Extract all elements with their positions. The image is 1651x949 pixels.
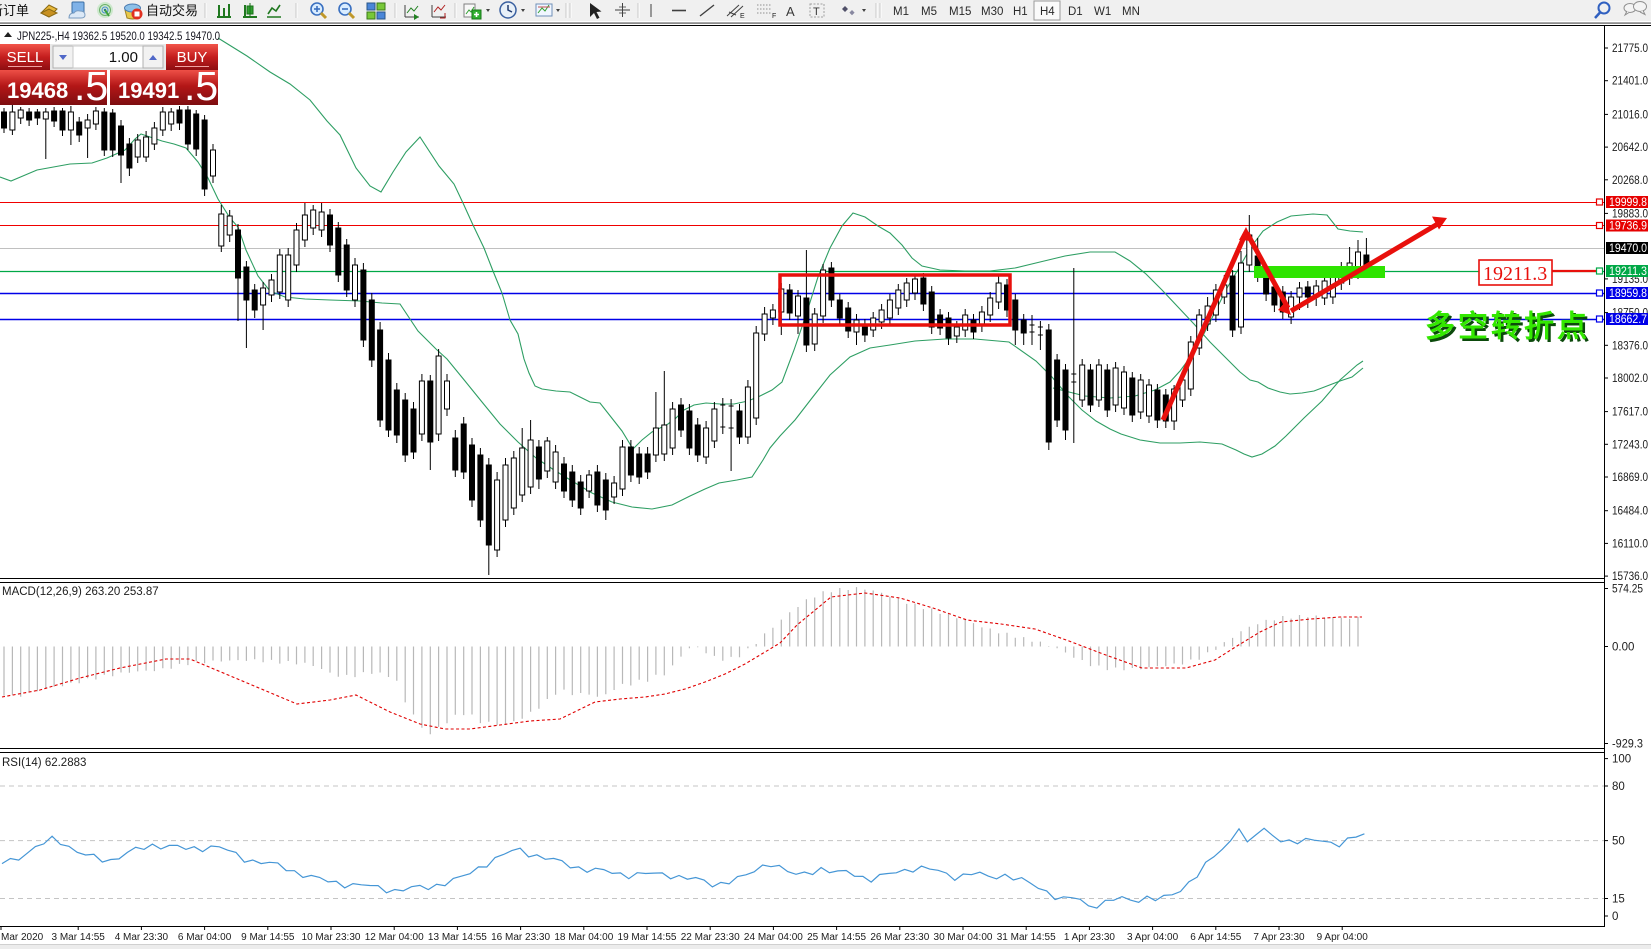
svg-text:25 Mar 14:55: 25 Mar 14:55 — [807, 932, 866, 943]
svg-text:6 Mar 04:00: 6 Mar 04:00 — [178, 932, 232, 943]
svg-text:3 Mar 14:55: 3 Mar 14:55 — [52, 932, 106, 943]
svg-text:19736.9: 19736.9 — [1609, 221, 1647, 233]
svg-text:A: A — [786, 4, 795, 19]
svg-text:D1: D1 — [1068, 6, 1083, 18]
svg-text:M30: M30 — [981, 6, 1003, 18]
svg-text:13 Mar 14:55: 13 Mar 14:55 — [428, 932, 487, 943]
svg-text:9 Apr 04:00: 9 Apr 04:00 — [1317, 932, 1369, 943]
svg-text:20642.0: 20642.0 — [1612, 142, 1648, 154]
svg-text:50: 50 — [1612, 836, 1625, 848]
svg-text:7 Apr 23:30: 7 Apr 23:30 — [1253, 932, 1305, 943]
svg-text:26 Mar 23:30: 26 Mar 23:30 — [870, 932, 929, 943]
svg-text:19 Mar 14:55: 19 Mar 14:55 — [618, 932, 677, 943]
svg-text:21775.0: 21775.0 — [1612, 43, 1648, 55]
svg-text:Mar 2020: Mar 2020 — [1, 932, 44, 943]
svg-text:15736.0: 15736.0 — [1612, 571, 1648, 583]
svg-text:H1: H1 — [1013, 6, 1028, 18]
svg-text:16869.0: 16869.0 — [1612, 472, 1648, 484]
svg-text:18 Mar 04:00: 18 Mar 04:00 — [554, 932, 613, 943]
svg-text:100: 100 — [1612, 754, 1631, 766]
svg-text:多空转折点: 多空转折点 — [1428, 313, 1593, 346]
svg-text:1 Apr 23:30: 1 Apr 23:30 — [1064, 932, 1116, 943]
svg-text:19999.8: 19999.8 — [1609, 197, 1647, 209]
svg-text:新订单: 新订单 — [0, 3, 29, 18]
svg-text:31 Mar 14:55: 31 Mar 14:55 — [997, 932, 1056, 943]
svg-text:16110.0: 16110.0 — [1612, 538, 1648, 550]
svg-text:12 Mar 04:00: 12 Mar 04:00 — [365, 932, 424, 943]
svg-text:M15: M15 — [949, 6, 971, 18]
svg-text:SELL: SELL — [7, 49, 44, 66]
svg-text:.5: .5 — [74, 63, 108, 109]
svg-text:19211.3: 19211.3 — [1609, 266, 1647, 278]
svg-text:16484.0: 16484.0 — [1612, 506, 1648, 518]
svg-text:80: 80 — [1612, 781, 1625, 793]
svg-text:JPN225-,H4 19362.5 19520.0 19: JPN225-,H4 19362.5 19520.0 19342.5 19470… — [17, 31, 220, 43]
svg-text:19491: 19491 — [118, 78, 179, 103]
svg-text:MACD(12,26,9) 263.20 253.87: MACD(12,26,9) 263.20 253.87 — [2, 586, 159, 598]
svg-text:M1: M1 — [893, 6, 909, 18]
svg-text:BUY: BUY — [177, 49, 208, 66]
svg-text:30 Mar 04:00: 30 Mar 04:00 — [934, 932, 993, 943]
svg-text:18002.0: 18002.0 — [1612, 373, 1648, 385]
svg-text:MN: MN — [1122, 6, 1140, 18]
svg-text:9 Mar 14:55: 9 Mar 14:55 — [241, 932, 295, 943]
svg-text:24 Mar 04:00: 24 Mar 04:00 — [744, 932, 803, 943]
svg-text:M5: M5 — [921, 6, 937, 18]
svg-text:17617.0: 17617.0 — [1612, 407, 1648, 419]
svg-text:多空转折点: 多空转折点 — [1425, 311, 1590, 344]
svg-text:H4: H4 — [1040, 6, 1055, 18]
svg-text:4 Mar 23:30: 4 Mar 23:30 — [115, 932, 169, 943]
svg-text:18959.8: 18959.8 — [1609, 288, 1647, 300]
svg-text:.5: .5 — [184, 63, 218, 109]
svg-text:19883.0: 19883.0 — [1612, 208, 1648, 220]
svg-text:19468: 19468 — [7, 78, 68, 103]
svg-text:19470.0: 19470.0 — [1609, 243, 1647, 255]
svg-text:1.00: 1.00 — [109, 49, 138, 66]
svg-text:15: 15 — [1612, 894, 1625, 906]
svg-text:17243.0: 17243.0 — [1612, 439, 1648, 451]
svg-text:18662.7: 18662.7 — [1609, 314, 1647, 326]
svg-text:21016.0: 21016.0 — [1612, 109, 1648, 121]
svg-text:6 Apr 14:55: 6 Apr 14:55 — [1190, 932, 1242, 943]
svg-text:0.00: 0.00 — [1612, 642, 1634, 654]
svg-text:22 Mar 23:30: 22 Mar 23:30 — [681, 932, 740, 943]
svg-text:E: E — [740, 13, 745, 20]
svg-text:自动交易: 自动交易 — [146, 3, 198, 18]
svg-text:19211.3: 19211.3 — [1483, 263, 1547, 285]
svg-text:-929.3: -929.3 — [1612, 739, 1643, 751]
svg-text:10 Mar 23:30: 10 Mar 23:30 — [302, 932, 361, 943]
svg-text:18376.0: 18376.0 — [1612, 340, 1648, 352]
svg-text:T: T — [813, 6, 820, 18]
svg-text:3 Apr 04:00: 3 Apr 04:00 — [1127, 932, 1179, 943]
svg-text:F: F — [772, 13, 776, 20]
svg-text:20268.0: 20268.0 — [1612, 175, 1648, 187]
svg-text:16 Mar 23:30: 16 Mar 23:30 — [491, 932, 550, 943]
svg-text:21401.0: 21401.0 — [1612, 76, 1648, 88]
svg-text:0: 0 — [1612, 911, 1618, 923]
svg-text:RSI(14) 62.2883: RSI(14) 62.2883 — [2, 757, 86, 769]
svg-text:574.25: 574.25 — [1612, 584, 1643, 596]
svg-text:W1: W1 — [1094, 6, 1111, 18]
